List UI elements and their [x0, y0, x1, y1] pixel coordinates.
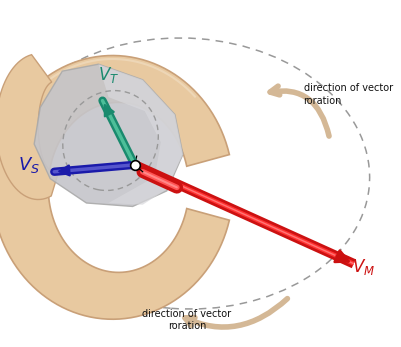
Text: $V_T$: $V_T$	[98, 65, 119, 85]
Polygon shape	[98, 64, 182, 205]
Polygon shape	[0, 55, 59, 200]
Text: $V_S$: $V_S$	[18, 155, 40, 175]
Text: direction of vector
roration: direction of vector roration	[142, 309, 231, 331]
Polygon shape	[0, 56, 229, 319]
Polygon shape	[34, 64, 182, 206]
Text: direction of vector
roration: direction of vector roration	[303, 83, 392, 106]
Text: $V_M$: $V_M$	[351, 257, 374, 277]
